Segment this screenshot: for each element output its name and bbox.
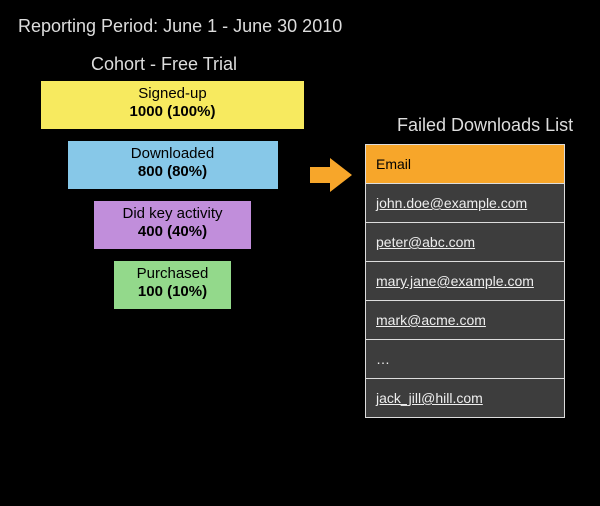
- email-link[interactable]: mark@acme.com: [376, 312, 486, 328]
- arrow-icon: [310, 158, 354, 192]
- funnel-bar-label: Downloaded: [68, 145, 278, 163]
- funnel-bar: Downloaded800 (80%): [67, 140, 279, 190]
- funnel-bar-value: 800 (80%): [68, 163, 278, 181]
- failed-downloads-title: Failed Downloads List: [397, 115, 573, 136]
- email-link[interactable]: jack_jill@hill.com: [376, 390, 483, 406]
- list-row: mark@acme.com: [366, 301, 564, 340]
- funnel-bar: Did key activity400 (40%): [93, 200, 252, 250]
- list-row: mary.jane@example.com: [366, 262, 564, 301]
- funnel-bar-value: 400 (40%): [94, 223, 251, 241]
- funnel-bar-label: Did key activity: [94, 205, 251, 223]
- funnel-bar-label: Signed-up: [41, 85, 304, 103]
- email-link[interactable]: john.doe@example.com: [376, 195, 527, 211]
- list-header: Email: [366, 145, 564, 184]
- funnel-bar: Signed-up1000 (100%): [40, 80, 305, 130]
- funnel-bar-label: Purchased: [114, 265, 231, 283]
- funnel-bar: Purchased100 (10%): [113, 260, 232, 310]
- list-row: john.doe@example.com: [366, 184, 564, 223]
- list-row: …: [366, 340, 564, 379]
- failed-downloads-list: Email john.doe@example.com peter@abc.com ma…: [365, 144, 565, 418]
- list-row: jack_jill@hill.com: [366, 379, 564, 417]
- funnel-bar-value: 1000 (100%): [41, 103, 304, 121]
- cohort-title: Cohort - Free Trial: [91, 54, 237, 75]
- cohort-funnel: Signed-up1000 (100%)Downloaded800 (80%)D…: [40, 80, 305, 320]
- email-link[interactable]: mary.jane@example.com: [376, 273, 534, 289]
- list-row: peter@abc.com: [366, 223, 564, 262]
- email-link[interactable]: peter@abc.com: [376, 234, 475, 250]
- funnel-bar-value: 100 (10%): [114, 283, 231, 301]
- report-period-title: Reporting Period: June 1 - June 30 2010: [18, 16, 342, 37]
